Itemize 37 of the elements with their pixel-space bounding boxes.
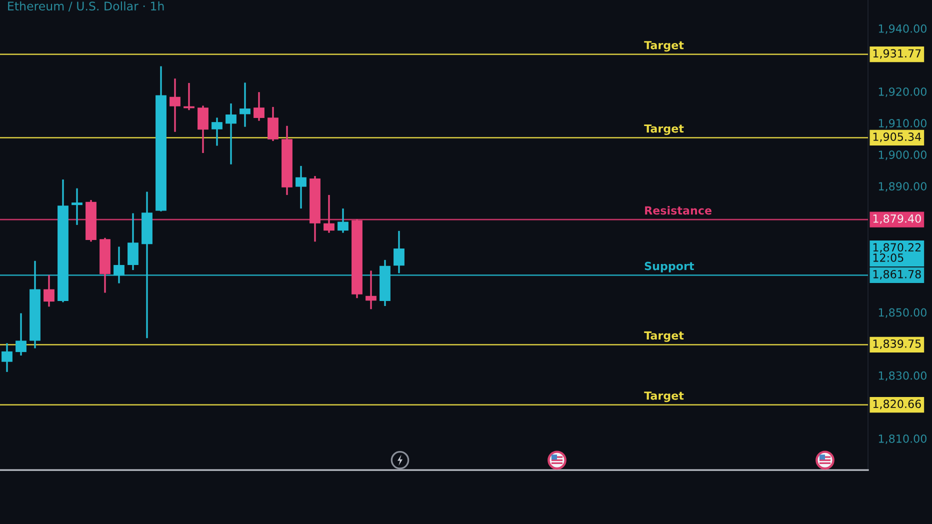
candlestick xyxy=(198,104,208,154)
candlestick xyxy=(212,116,222,147)
y-tick-label: 1,940.00 xyxy=(878,24,926,34)
candlestick xyxy=(366,270,376,310)
ref-line-label: Target xyxy=(644,124,684,135)
candlestick xyxy=(226,102,236,166)
y-tick-label: 1,810.00 xyxy=(878,434,926,444)
ref-line-label: Target xyxy=(644,331,684,342)
text: 1,931.77 xyxy=(873,49,921,59)
candlestick xyxy=(240,82,250,128)
y-tick-label: 1,830.00 xyxy=(878,371,926,381)
text: 1,870.22 12:05 xyxy=(873,243,921,262)
y-tick-label: 1,920.00 xyxy=(878,87,926,97)
candlestick xyxy=(16,312,26,356)
ref-line-label: Support xyxy=(644,262,694,272)
candlestick xyxy=(338,208,348,234)
ref-line-label: Resistance xyxy=(645,206,712,215)
ref-line-label: Target xyxy=(644,41,684,52)
y-tick-label: 1,850.00 xyxy=(878,308,926,318)
candlestick xyxy=(254,91,264,122)
text: 1,861.78 xyxy=(873,270,921,280)
y-tick-label: 1,910.00 xyxy=(878,119,926,129)
candlestick xyxy=(268,106,278,142)
candlestick xyxy=(296,165,306,210)
text: 1,905.34 xyxy=(873,132,922,142)
text: 1,820.66 xyxy=(873,400,921,410)
candlestick xyxy=(128,212,138,271)
candlestick xyxy=(170,78,180,133)
ref-line-label: Target xyxy=(644,392,684,402)
text: 1,879.40 xyxy=(873,214,921,224)
candlestick xyxy=(72,187,82,226)
candlestick xyxy=(44,274,54,308)
y-tick-label: 1,900.00 xyxy=(878,150,926,160)
candlestick xyxy=(2,342,12,373)
chart-title: Ethereum / U.S. Dollar · 1h xyxy=(8,1,164,12)
text: 1,839.75 xyxy=(873,339,921,349)
y-tick-label: 1,890.00 xyxy=(878,182,926,192)
